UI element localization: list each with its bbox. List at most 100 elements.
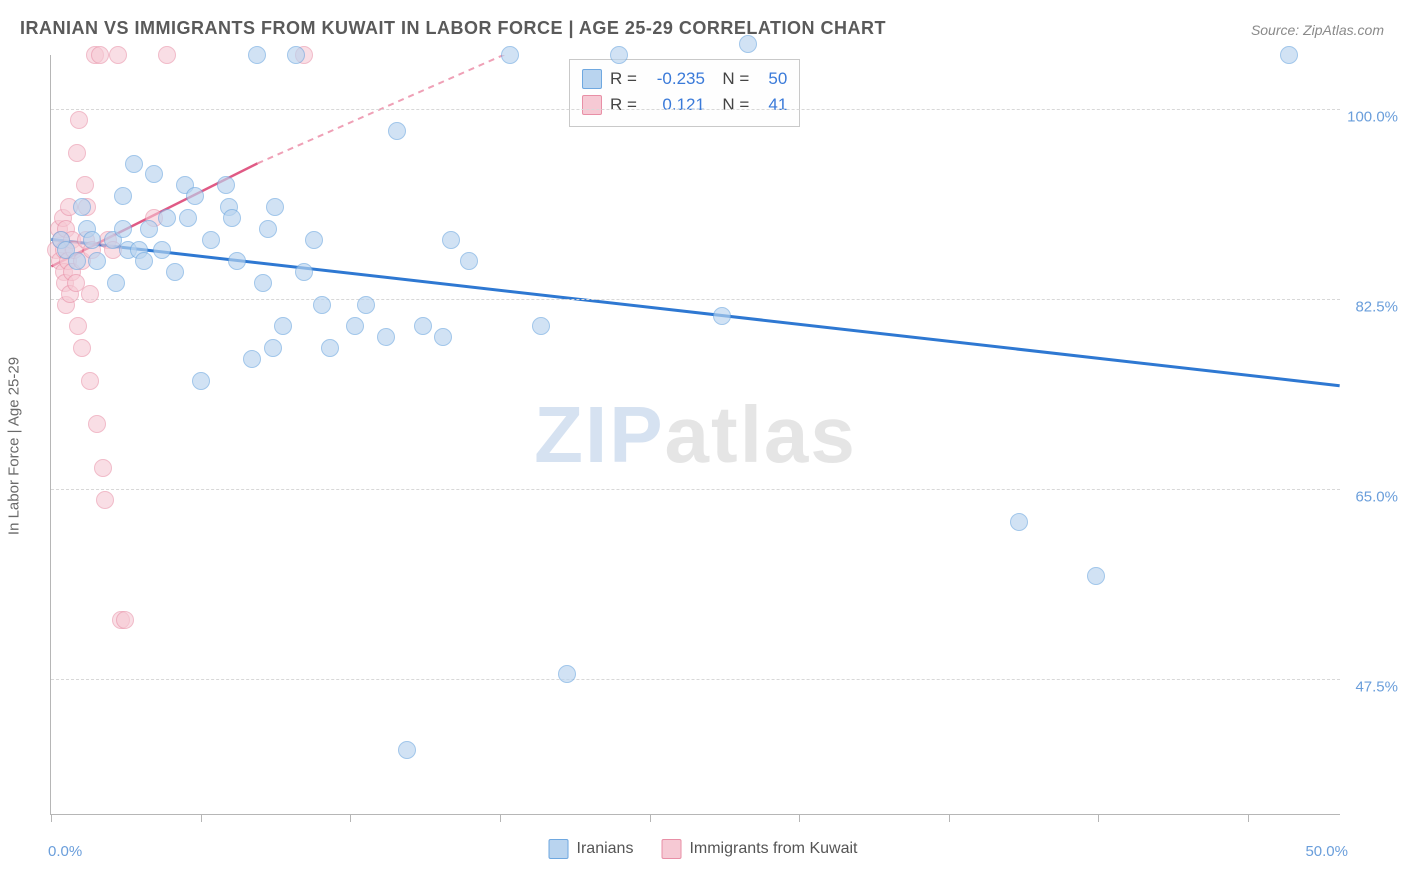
point-iranians (1087, 567, 1105, 585)
point-iranians (295, 263, 313, 281)
point-iranians (274, 317, 292, 335)
point-kuwait (88, 415, 106, 433)
point-iranians (158, 209, 176, 227)
point-iranians (223, 209, 241, 227)
point-kuwait (116, 611, 134, 629)
point-kuwait (96, 491, 114, 509)
point-iranians (145, 165, 163, 183)
scatter-plot: ZIPatlas R = -0.235 N = 50 R = 0.121 N =… (50, 55, 1340, 815)
point-iranians (140, 220, 158, 238)
point-iranians (346, 317, 364, 335)
point-kuwait (91, 46, 109, 64)
gridline (51, 299, 1340, 300)
stat-label-r: R = (610, 92, 637, 118)
legend-item-iranians: Iranians (549, 839, 634, 859)
point-iranians (305, 231, 323, 249)
legend-label-iranians: Iranians (577, 840, 634, 858)
point-iranians (1280, 46, 1298, 64)
point-iranians (166, 263, 184, 281)
point-iranians (266, 198, 284, 216)
point-kuwait (68, 144, 86, 162)
point-iranians (88, 252, 106, 270)
point-iranians (264, 339, 282, 357)
point-kuwait (94, 459, 112, 477)
bottom-legend: Iranians Immigrants from Kuwait (549, 839, 858, 859)
stats-row-kuwait: R = 0.121 N = 41 (582, 92, 787, 118)
point-iranians (442, 231, 460, 249)
point-iranians (377, 328, 395, 346)
point-iranians (259, 220, 277, 238)
point-iranians (357, 296, 375, 314)
point-iranians (313, 296, 331, 314)
point-iranians (228, 252, 246, 270)
stats-row-iranians: R = -0.235 N = 50 (582, 66, 787, 92)
point-iranians (243, 350, 261, 368)
point-iranians (610, 46, 628, 64)
swatch-iranians (582, 69, 602, 89)
point-iranians (501, 46, 519, 64)
point-iranians (739, 35, 757, 53)
watermark-text-b: atlas (665, 390, 857, 479)
legend-label-kuwait: Immigrants from Kuwait (689, 840, 857, 858)
point-iranians (217, 176, 235, 194)
x-axis-origin-label: 0.0% (48, 843, 82, 860)
point-iranians (83, 231, 101, 249)
point-iranians (202, 231, 220, 249)
point-iranians (414, 317, 432, 335)
point-kuwait (81, 285, 99, 303)
point-kuwait (76, 176, 94, 194)
x-tick (201, 814, 202, 822)
point-iranians (460, 252, 478, 270)
gridline (51, 679, 1340, 680)
x-tick (500, 814, 501, 822)
x-tick (650, 814, 651, 822)
x-tick (1248, 814, 1249, 822)
y-tick-label: 100.0% (1347, 109, 1398, 126)
point-iranians (107, 274, 125, 292)
point-iranians (179, 209, 197, 227)
x-tick (799, 814, 800, 822)
swatch-kuwait (582, 95, 602, 115)
point-iranians (321, 339, 339, 357)
x-tick (949, 814, 950, 822)
watermark-text-a: ZIP (534, 390, 664, 479)
point-iranians (114, 187, 132, 205)
point-iranians (713, 307, 731, 325)
x-tick (350, 814, 351, 822)
source-label: Source: ZipAtlas.com (1251, 22, 1384, 38)
swatch-kuwait (661, 839, 681, 859)
y-tick-label: 47.5% (1355, 679, 1398, 696)
x-axis-end-label: 50.0% (1305, 843, 1348, 860)
point-kuwait (70, 111, 88, 129)
x-tick (1098, 814, 1099, 822)
swatch-iranians (549, 839, 569, 859)
point-iranians (68, 252, 86, 270)
point-kuwait (81, 372, 99, 390)
point-iranians (114, 220, 132, 238)
y-axis-label: In Labor Force | Age 25-29 (6, 357, 23, 535)
legend-item-kuwait: Immigrants from Kuwait (661, 839, 857, 859)
y-tick-label: 65.0% (1355, 489, 1398, 506)
point-iranians (254, 274, 272, 292)
point-iranians (388, 122, 406, 140)
stat-r-kuwait: 0.121 (645, 92, 705, 118)
point-iranians (434, 328, 452, 346)
point-iranians (1010, 513, 1028, 531)
gridline (51, 489, 1340, 490)
stat-n-iranians: 50 (757, 66, 787, 92)
point-iranians (532, 317, 550, 335)
point-kuwait (69, 317, 87, 335)
point-iranians (125, 155, 143, 173)
point-iranians (248, 46, 266, 64)
point-kuwait (158, 46, 176, 64)
trend-lines-layer (51, 55, 1340, 814)
stat-label-n: N = (713, 66, 749, 92)
watermark: ZIPatlas (534, 389, 857, 481)
stat-r-iranians: -0.235 (645, 66, 705, 92)
point-iranians (135, 252, 153, 270)
point-iranians (398, 741, 416, 759)
point-iranians (73, 198, 91, 216)
point-kuwait (109, 46, 127, 64)
stat-label-n: N = (713, 92, 749, 118)
x-tick (51, 814, 52, 822)
